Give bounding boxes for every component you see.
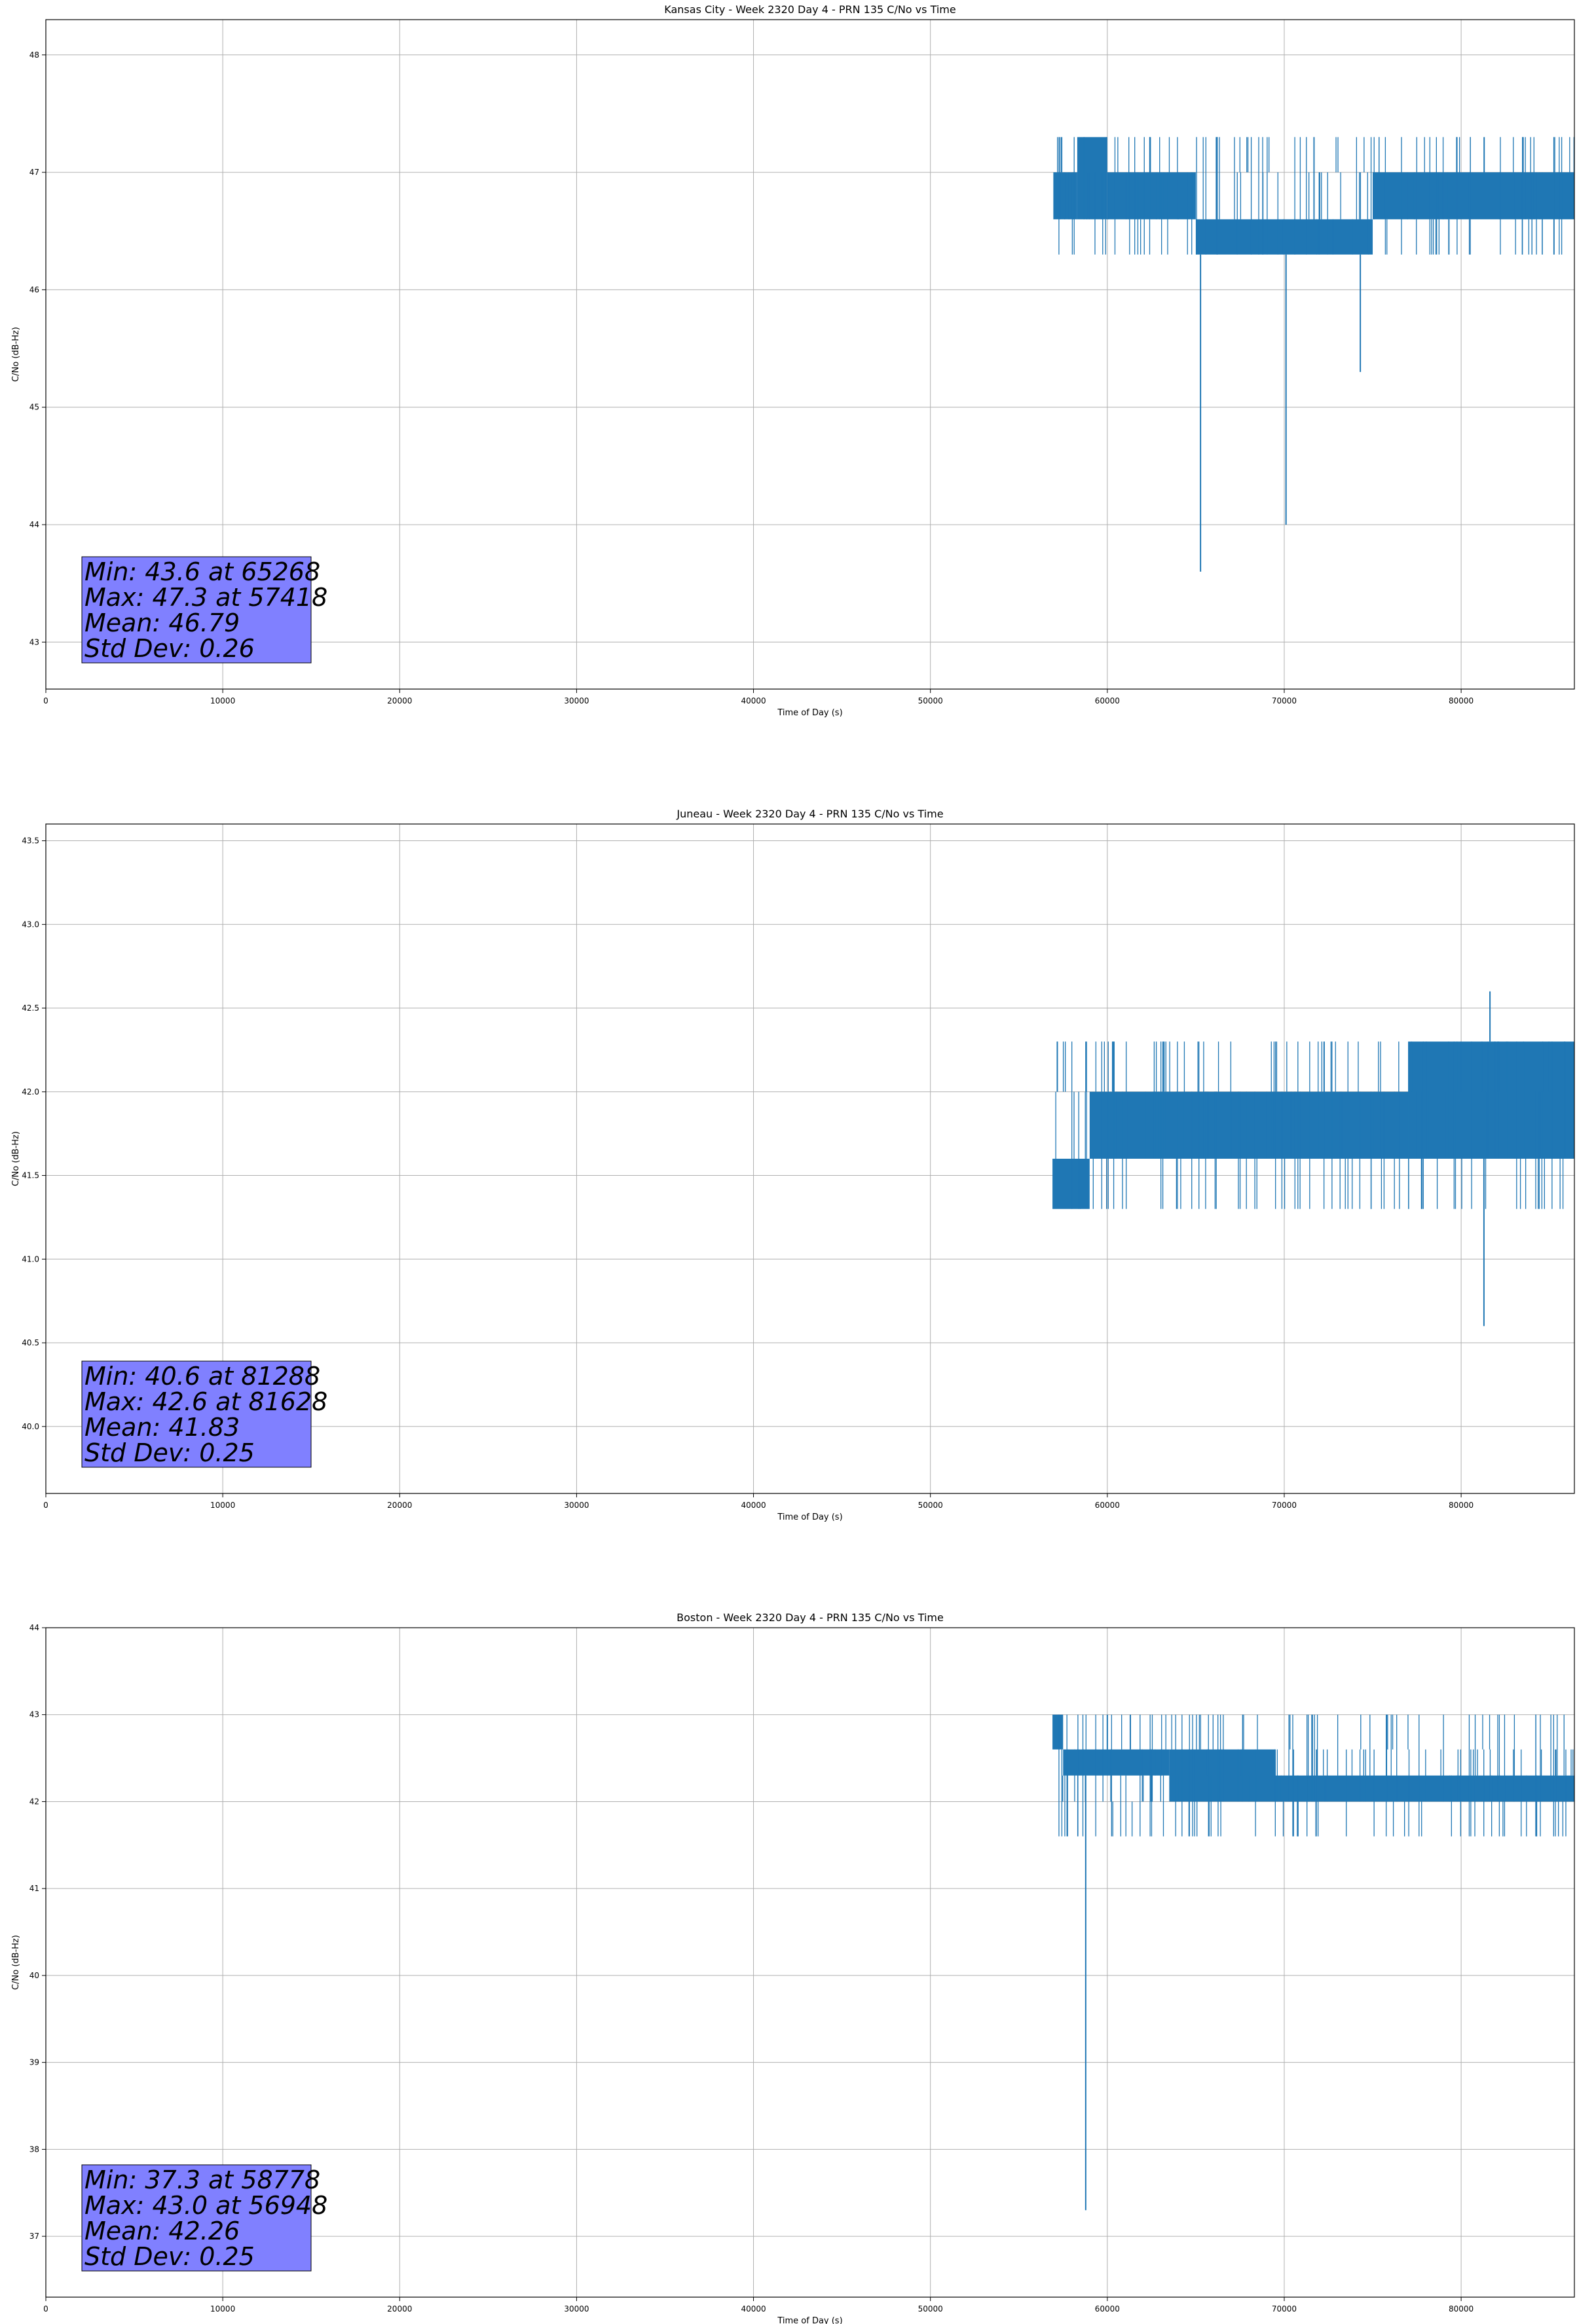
x-tick-label: 20000 <box>387 696 412 705</box>
y-tick-label: 41 <box>29 1884 39 1893</box>
y-tick-label: 37 <box>29 2232 39 2241</box>
x-tick-label: 70000 <box>1272 696 1297 705</box>
x-tick-label: 0 <box>43 696 48 705</box>
x-tick-label: 20000 <box>387 2304 412 2314</box>
x-tick-label: 70000 <box>1272 1501 1297 1510</box>
x-tick-label: 80000 <box>1449 696 1474 705</box>
y-tick-label: 47 <box>29 168 39 177</box>
series-line <box>1052 991 1574 1326</box>
data-band <box>1107 172 1196 219</box>
x-tick-label: 70000 <box>1272 2304 1297 2314</box>
x-tick-label: 30000 <box>564 1501 589 1510</box>
y-axis-label: C/No (dB-Hz) <box>11 1935 21 1990</box>
stats-box <box>81 1360 312 1468</box>
x-tick-label: 10000 <box>210 1501 235 1510</box>
y-tick-label: 48 <box>29 50 39 60</box>
stats-line: Max: 43.0 at 56948 <box>84 2191 327 2220</box>
x-tick-label: 40000 <box>741 2304 766 2314</box>
chart-panel: Juneau - Week 2320 Day 4 - PRN 135 C/No … <box>11 808 1575 1522</box>
stats-box <box>81 2164 312 2272</box>
stats-line: Std Dev: 0.25 <box>84 1438 255 1467</box>
data-band <box>1063 1749 1170 1776</box>
chart-title: Kansas City - Week 2320 Day 4 - PRN 135 … <box>664 3 955 16</box>
x-tick-label: 0 <box>43 1501 48 1510</box>
axes-frame <box>45 19 1575 690</box>
x-tick-label: 80000 <box>1449 2304 1474 2314</box>
stats-line: Mean: 46.79 <box>84 609 240 637</box>
x-tick-label: 50000 <box>918 1501 943 1510</box>
y-axis-label: C/No (dB-Hz) <box>11 1131 21 1186</box>
stats-line: Mean: 42.26 <box>84 2217 240 2245</box>
y-axis-label: C/No (dB-Hz) <box>11 327 21 382</box>
data-band <box>1195 219 1373 255</box>
y-tick-label: 46 <box>29 285 39 294</box>
y-tick-label: 39 <box>29 2058 39 2067</box>
x-tick-label: 40000 <box>741 696 766 705</box>
y-tick-label: 44 <box>29 1623 39 1632</box>
x-tick-label: 30000 <box>564 2304 589 2314</box>
x-tick-label: 10000 <box>210 2304 235 2314</box>
x-tick-label: 60000 <box>1095 2304 1120 2314</box>
data-band <box>1275 1775 1574 1802</box>
chart-panel: Boston - Week 2320 Day 4 - PRN 135 C/No … <box>11 1611 1575 2324</box>
y-tick-label: 41.5 <box>22 1171 39 1180</box>
y-tick-label: 40.0 <box>22 1422 39 1431</box>
y-tick-label: 40 <box>29 1971 39 1980</box>
stats-line: Min: 37.3 at 58778 <box>84 2165 320 2194</box>
data-band <box>1373 172 1574 219</box>
x-tick-label: 50000 <box>918 2304 943 2314</box>
x-tick-label: 60000 <box>1095 696 1120 705</box>
series-line <box>1053 137 1574 572</box>
stats-line: Mean: 41.83 <box>84 1413 240 1442</box>
x-tick-label: 0 <box>43 2304 48 2314</box>
x-tick-label: 60000 <box>1095 1501 1120 1510</box>
data-band <box>1052 1159 1090 1209</box>
y-tick-label: 40.5 <box>22 1338 39 1347</box>
stats-line: Max: 47.3 at 57418 <box>84 583 327 612</box>
stats-line: Min: 40.6 at 81288 <box>84 1362 320 1391</box>
y-tick-label: 43 <box>29 637 39 647</box>
data-band <box>1169 1749 1276 1802</box>
y-tick-label: 43.5 <box>22 836 39 846</box>
stats-line: Min: 43.6 at 65268 <box>84 557 320 586</box>
series-line <box>1052 1714 1574 2211</box>
x-tick-label: 20000 <box>387 1501 412 1510</box>
y-tick-label: 42.5 <box>22 1003 39 1013</box>
y-tick-label: 41.0 <box>22 1254 39 1264</box>
x-axis-label: Time of Day (s) <box>777 1512 842 1522</box>
data-band <box>1052 1714 1064 1750</box>
data-band <box>1089 1091 1409 1159</box>
chart-title: Juneau - Week 2320 Day 4 - PRN 135 C/No … <box>676 808 943 820</box>
y-tick-label: 42 <box>29 1797 39 1806</box>
axes-frame <box>45 823 1575 1494</box>
chart-panel: Kansas City - Week 2320 Day 4 - PRN 135 … <box>11 3 1575 718</box>
x-axis-label: Time of Day (s) <box>777 708 842 718</box>
stats-line: Max: 42.6 at 81628 <box>84 1387 327 1416</box>
stats-box <box>81 556 312 664</box>
data-band <box>1408 1041 1574 1159</box>
stats-line: Std Dev: 0.26 <box>84 634 255 663</box>
y-tick-label: 38 <box>29 2145 39 2154</box>
y-tick-label: 43 <box>29 1710 39 1719</box>
stats-line: Std Dev: 0.25 <box>84 2242 255 2271</box>
y-tick-label: 42.0 <box>22 1087 39 1096</box>
y-tick-label: 45 <box>29 403 39 412</box>
chart-title: Boston - Week 2320 Day 4 - PRN 135 C/No … <box>677 1611 944 1624</box>
x-tick-label: 10000 <box>210 696 235 705</box>
y-tick-label: 43.0 <box>22 920 39 929</box>
x-tick-label: 50000 <box>918 696 943 705</box>
axes-frame <box>45 1627 1575 2298</box>
x-tick-label: 80000 <box>1449 1501 1474 1510</box>
x-tick-label: 30000 <box>564 696 589 705</box>
x-tick-label: 40000 <box>741 1501 766 1510</box>
x-axis-label: Time of Day (s) <box>777 2316 842 2324</box>
data-band <box>1053 172 1077 219</box>
y-tick-label: 44 <box>29 520 39 529</box>
